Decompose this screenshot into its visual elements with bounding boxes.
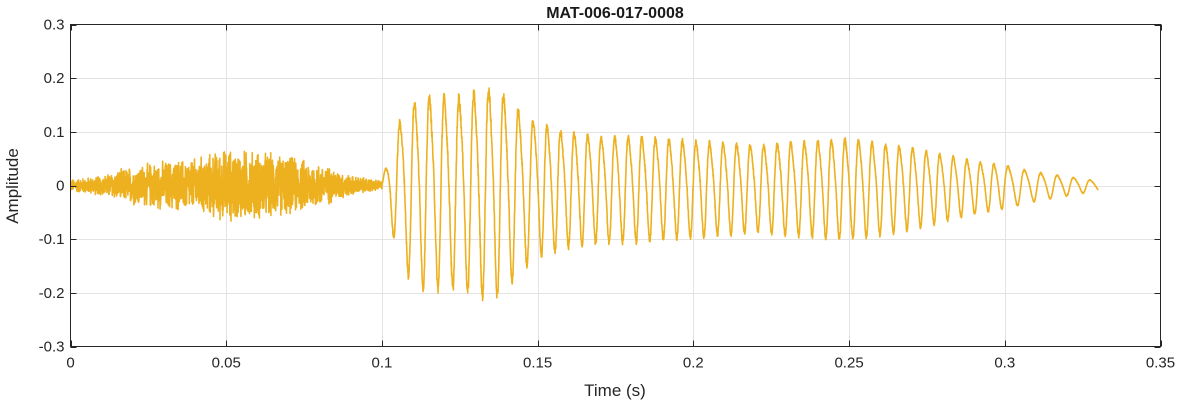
y-tick-labels: -0.3 -0.2 -0.1 0 0.1 0.2 0.3 <box>39 17 65 356</box>
y-tick-label: 0 <box>56 178 64 195</box>
chart-title: MAT-006-017-0008 <box>546 5 684 22</box>
x-tick-label: 0.05 <box>212 355 241 372</box>
ticks <box>70 24 1162 348</box>
x-tick-label: 0 <box>66 355 74 372</box>
x-tick-label: 0.1 <box>371 355 392 372</box>
series-layer <box>69 87 1099 302</box>
x-tick-label: 0.15 <box>523 355 552 372</box>
y-tick-label: 0.3 <box>44 17 65 34</box>
y-axis-label: Amplitude <box>3 148 22 224</box>
y-tick-label: 0.1 <box>44 124 65 141</box>
x-tick-label: 0.35 <box>1146 355 1175 372</box>
axes-box <box>70 24 1161 347</box>
x-axis-label: Time (s) <box>584 381 646 400</box>
waveform-series-line <box>69 87 1099 302</box>
y-tick-label: -0.3 <box>39 339 65 356</box>
y-tick-label: 0.2 <box>44 70 65 87</box>
x-tick-label: 0.2 <box>683 355 704 372</box>
x-tick-label: 0.25 <box>834 355 863 372</box>
y-tick-label: -0.1 <box>39 231 65 248</box>
x-tick-labels: 0 0.05 0.1 0.15 0.2 0.25 0.3 0.35 <box>66 355 1175 372</box>
y-tick-label: -0.2 <box>39 285 65 302</box>
x-tick-label: 0.3 <box>994 355 1015 372</box>
